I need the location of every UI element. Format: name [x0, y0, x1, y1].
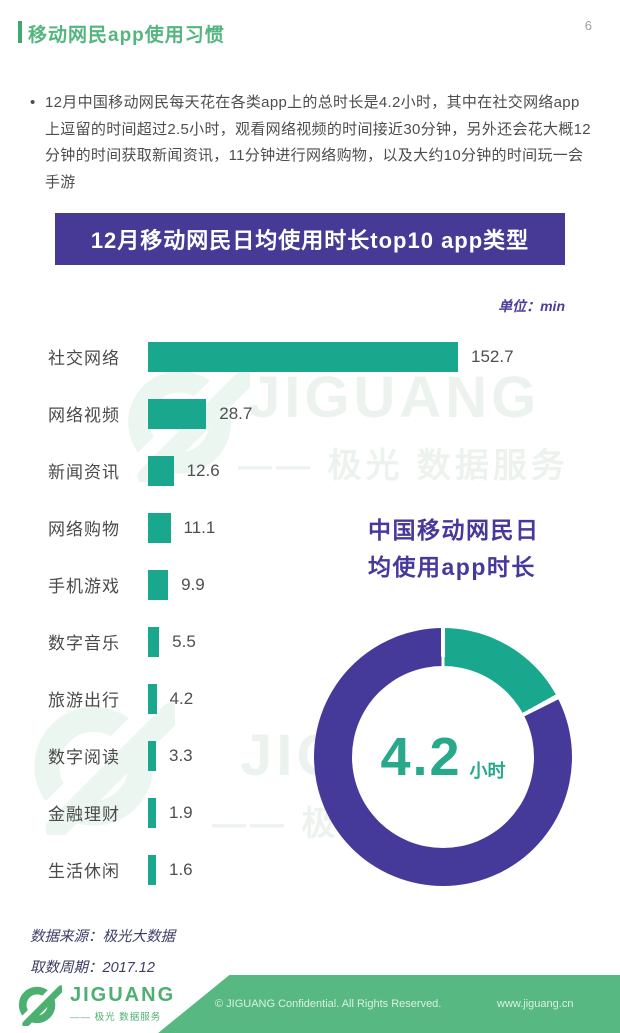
bar-row: 生活休闲 1.6 [48, 841, 588, 898]
bar-row: 金融理财 1.9 [48, 784, 588, 841]
header-accent-bar [18, 21, 22, 43]
donut-chart: 4.2 小时 [314, 628, 572, 886]
footer-website: www.jiguang.cn [497, 998, 574, 1010]
bar [148, 740, 156, 771]
bar-row: 数字音乐 5.5 [48, 613, 588, 670]
bar-value: 152.7 [471, 346, 514, 366]
bar-row: 社交网络 152.7 [48, 328, 588, 385]
intro-paragraph: • 12月中国移动网民每天花在各类app上的总时长是4.2小时，其中在社交网络a… [30, 90, 592, 197]
bar-value: 11.1 [183, 517, 216, 537]
bar-value: 1.6 [169, 859, 193, 879]
unit-label: 单位：min [498, 298, 565, 314]
donut-center: 4.2 小时 [352, 666, 534, 848]
bullet-marker: • [30, 94, 36, 111]
bar-category-label: 数字音乐 [48, 634, 120, 653]
bar-category-label: 数字阅读 [48, 748, 120, 767]
bar [148, 512, 171, 543]
data-source-note: 数据来源：极光大数据 [30, 929, 175, 945]
bar-value: 3.3 [169, 745, 193, 765]
bar [148, 626, 160, 657]
bar-category-label: 生活休闲 [48, 862, 120, 881]
bar-value: 4.2 [169, 688, 194, 708]
donut-heading-line1: 中国移动网民日 [368, 517, 540, 543]
bar [148, 797, 156, 828]
bar [148, 683, 157, 714]
bar-category-label: 网络购物 [48, 520, 120, 539]
bar-category-label: 手机游戏 [48, 577, 120, 596]
chart-title-banner: 12月移动网民日均使用时长top10 app类型 [55, 213, 565, 265]
footer-logo: JIGUANG —— 极光 数据服务 [16, 980, 175, 1026]
bar-row: 新闻资讯 12.6 [48, 442, 588, 499]
bar [148, 398, 207, 429]
bar-value: 5.5 [172, 631, 196, 651]
bar-row: 数字阅读 3.3 [48, 727, 588, 784]
page-title: 移动网民app使用习惯 [28, 25, 225, 46]
footer-brand-subtext: —— 极光 数据服务 [70, 1011, 162, 1023]
bar [148, 341, 458, 372]
bar-value: 12.6 [186, 460, 220, 480]
bar-row: 旅游出行 4.2 [48, 670, 588, 727]
bar [148, 569, 169, 600]
bar-row: 手机游戏 9.9 [48, 556, 588, 613]
bar-value: 1.9 [169, 802, 193, 822]
donut-heading: 中国移动网民日 均使用app时长 [368, 512, 578, 586]
bar-chart: 社交网络 152.7 网络视频 28.7 新闻资讯 12.6 网络购物 11.1 手机游戏 9.9… [48, 328, 588, 898]
footer-brand: JIGUANG [70, 983, 176, 1006]
bar [148, 854, 156, 885]
bar-value: 9.9 [181, 574, 205, 594]
bar-row: 网络视频 28.7 [48, 385, 588, 442]
donut-center-unit: 小时 [469, 761, 506, 781]
bar-category-label: 新闻资讯 [48, 463, 120, 482]
bar-category-label: 网络视频 [48, 406, 120, 425]
intro-text: 12月中国移动网民每天花在各类app上的总时长是4.2小时，其中在社交网络app… [45, 94, 591, 192]
jiguang-logo-icon [16, 981, 62, 1026]
data-period-note: 取数周期：2017.12 [30, 960, 155, 976]
bar-category-label: 旅游出行 [48, 691, 120, 710]
donut-center-value: 4.2 [380, 727, 462, 787]
bar-row: 网络购物 11.1 [48, 499, 588, 556]
footer-band [158, 975, 620, 1033]
bar-value: 28.7 [219, 403, 253, 423]
donut-heading-line2: 均使用app时长 [368, 554, 536, 580]
page-number: 6 [584, 18, 592, 33]
chart-title: 12月移动网民日均使用时长top10 app类型 [90, 228, 530, 253]
bar-category-label: 金融理财 [48, 805, 120, 824]
footer-copyright: © JIGUANG Confidential. All Rights Reser… [215, 998, 442, 1010]
bar-category-label: 社交网络 [48, 349, 120, 368]
bar [148, 455, 174, 486]
